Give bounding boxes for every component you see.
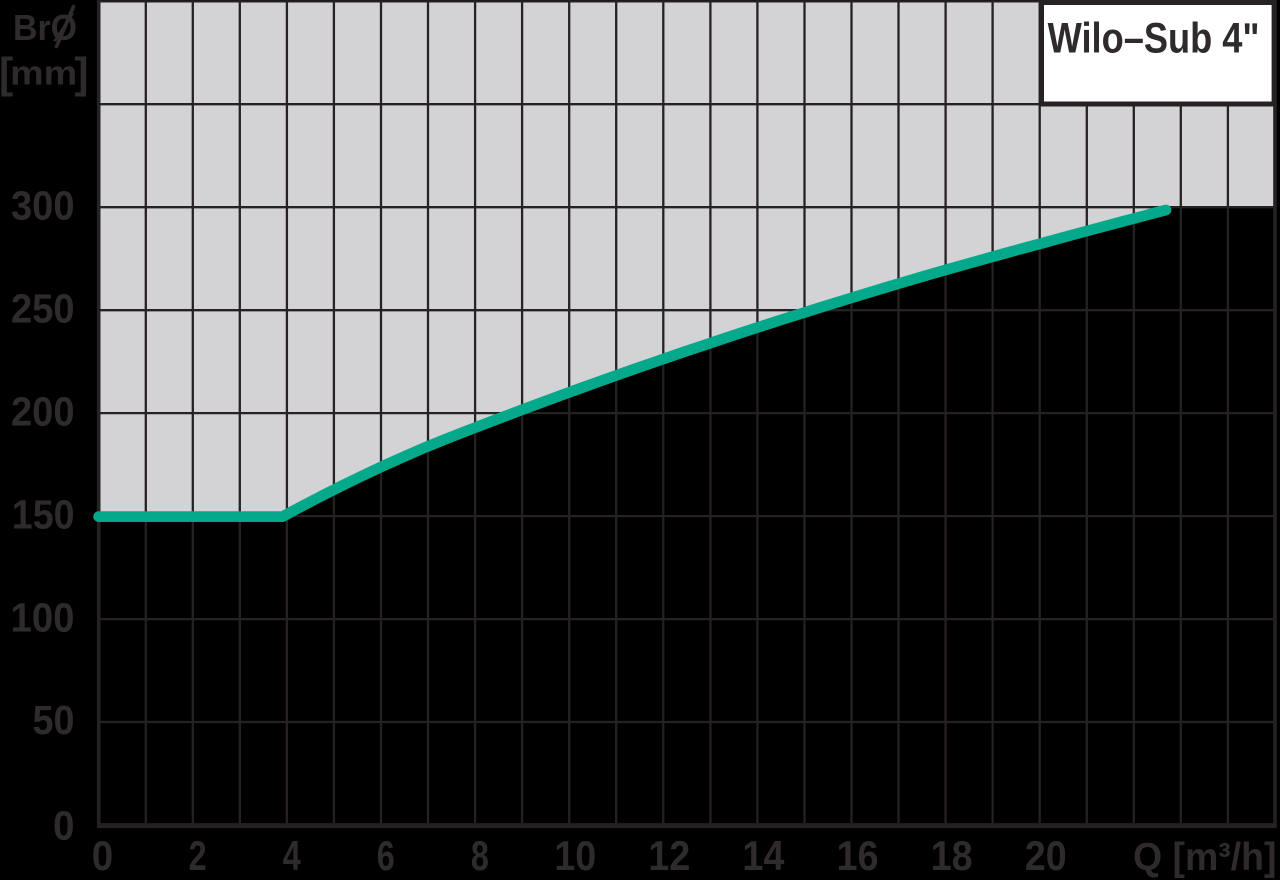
svg-text:18: 18 [931, 832, 973, 879]
svg-text:200: 200 [11, 388, 75, 434]
svg-text:BrØ: BrØ [13, 7, 77, 48]
svg-text:100: 100 [11, 594, 75, 640]
svg-text:4: 4 [283, 832, 301, 879]
svg-text:0: 0 [53, 802, 75, 848]
svg-text:16: 16 [837, 832, 879, 879]
svg-text:150: 150 [12, 491, 75, 537]
svg-text:6: 6 [377, 832, 395, 879]
svg-text:50: 50 [33, 697, 75, 743]
svg-text:[: [ [0, 49, 13, 97]
svg-text:250: 250 [11, 285, 75, 331]
svg-text:14: 14 [742, 832, 785, 879]
svg-text:2: 2 [189, 832, 207, 879]
svg-text:12: 12 [648, 832, 690, 879]
svg-text:Q [m³/h]: Q [m³/h] [1133, 836, 1277, 879]
svg-text:0: 0 [92, 832, 114, 879]
svg-text:20: 20 [1025, 832, 1067, 879]
svg-text:300: 300 [11, 182, 75, 228]
svg-text:10: 10 [554, 832, 596, 879]
svg-text:8: 8 [471, 832, 489, 879]
svg-text:Wilo–Sub 4": Wilo–Sub 4" [1048, 16, 1260, 63]
svg-text:mm: mm [10, 54, 77, 92]
svg-text:]: ] [74, 49, 88, 97]
